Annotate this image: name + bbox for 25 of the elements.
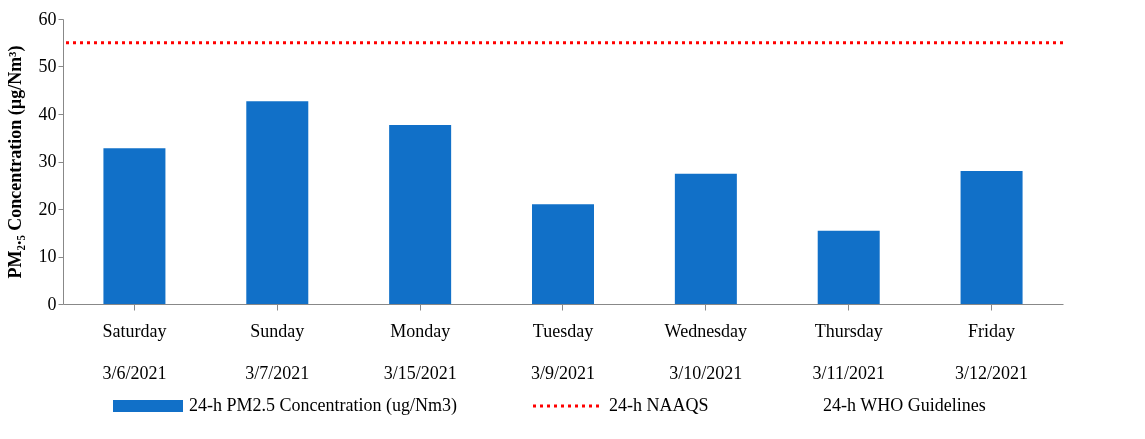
y-tick-label: 40 [38, 103, 57, 124]
text: 24-h WHO Guidelines [823, 395, 986, 415]
category-label: Saturday 3/6/2021 [102, 320, 167, 383]
category-label: Monday 3/15/2021 [383, 320, 457, 383]
bar [532, 204, 594, 304]
bar [103, 148, 166, 304]
y-tick-label: 10 [38, 246, 57, 266]
bar [246, 101, 309, 304]
category-label: Friday 3/12/2021 [955, 320, 1029, 383]
bar [389, 124, 452, 304]
bar [817, 230, 880, 304]
category-label: Thursday 3/11/2021 [812, 320, 885, 383]
category-label: Sunday 3/7/2021 [245, 320, 310, 383]
category-label: Wednesday 3/10/2021 [664, 320, 748, 383]
y-tick-label: 50 [38, 56, 57, 76]
bar [960, 171, 1023, 304]
legend-label: 24-h NAAQS [609, 395, 709, 415]
y-tick-label: 60 [38, 8, 57, 29]
y-tick-label: 30 [38, 151, 57, 171]
category-label: Tuesday 3/9/2021 [530, 320, 596, 383]
y-axis-title: PM₂.₅ Concentration (µg/Nm³) [4, 45, 26, 279]
y-tick-label: 20 [38, 198, 57, 219]
bar [674, 173, 737, 304]
y-tick-label: 0 [47, 293, 57, 314]
legend-label: 24-h PM2.5 Concentration (ug/Nm3) [189, 395, 457, 416]
